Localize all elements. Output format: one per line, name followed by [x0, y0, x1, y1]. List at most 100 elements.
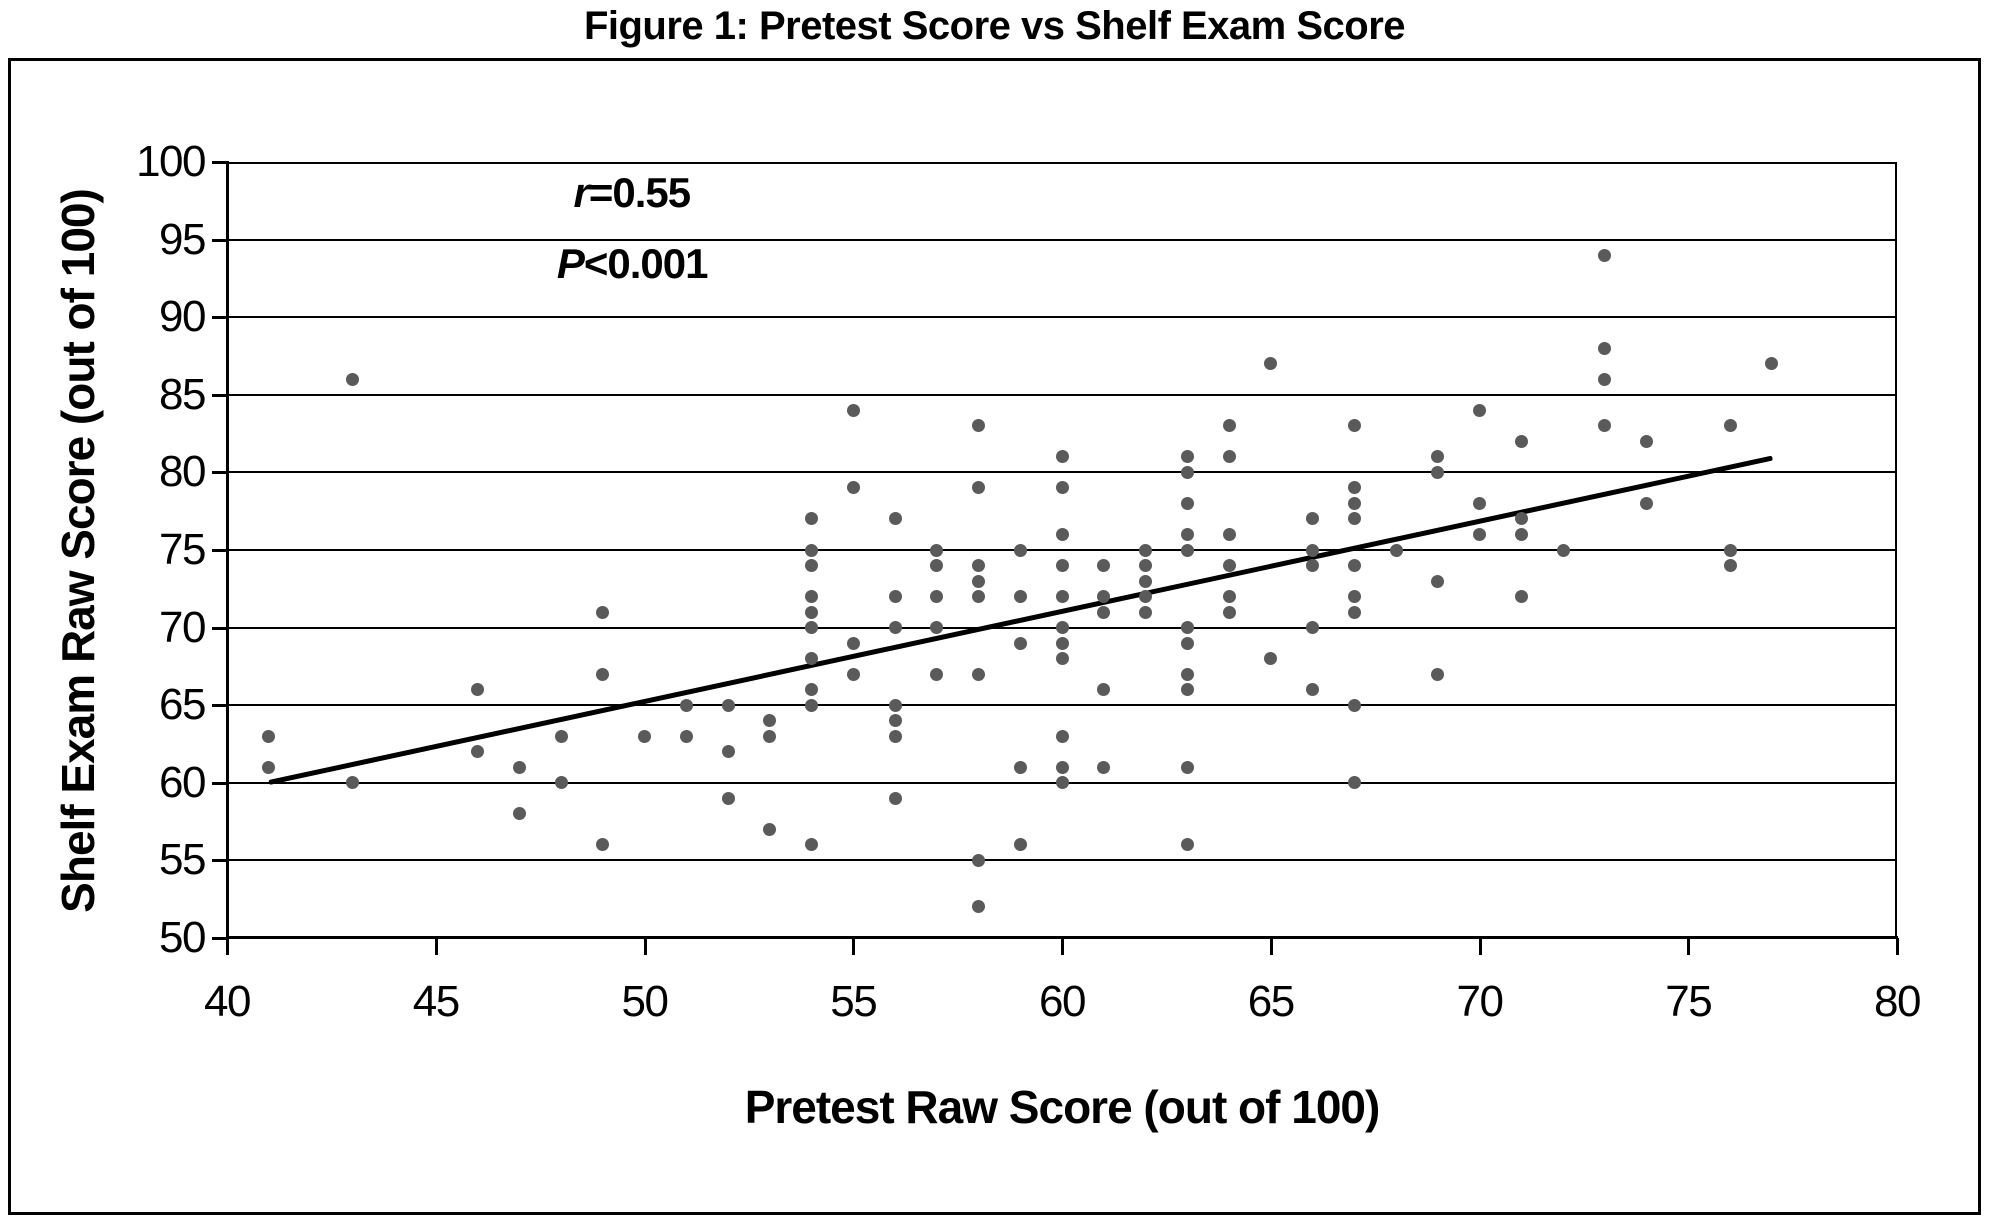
data-point: [1180, 496, 1194, 510]
data-point: [1264, 357, 1278, 371]
data-point: [846, 667, 860, 681]
x-tick-label: 50: [621, 977, 669, 1026]
x-tick-label: 40: [204, 977, 251, 1026]
data-point: [1306, 621, 1319, 635]
data-point: [638, 729, 651, 743]
data-point: [596, 667, 610, 681]
data-point: [1347, 590, 1361, 604]
x-tick-label: 80: [1874, 977, 1921, 1026]
annotation-p-value: P<0.001: [556, 239, 709, 288]
data-point: [1556, 543, 1570, 557]
data-point: [972, 667, 985, 681]
data-point: [345, 372, 359, 386]
data-point: [1389, 543, 1403, 557]
data-point: [1222, 450, 1236, 464]
data-point: [763, 822, 777, 836]
x-tick-label: 45: [412, 977, 460, 1026]
data-point: [1055, 776, 1069, 790]
x-tick-label: 70: [1456, 977, 1504, 1026]
data-point: [721, 698, 735, 712]
x-tick-label: 60: [1039, 977, 1086, 1026]
data-point: [805, 683, 818, 697]
y-tick: [212, 704, 229, 708]
y-tick-label: 90: [159, 292, 206, 342]
y-gridline: [227, 549, 1897, 551]
data-point: [1514, 512, 1528, 526]
data-point: [471, 683, 484, 697]
data-point: [1347, 776, 1361, 790]
y-gridline: [227, 859, 1897, 862]
data-point: [1347, 419, 1361, 433]
data-point: [1306, 559, 1319, 573]
data-point: [930, 559, 944, 573]
data-point: [1514, 434, 1528, 448]
annotation-italic-letter: r: [573, 168, 590, 216]
data-point: [596, 605, 610, 619]
data-point: [512, 807, 526, 821]
data-point: [888, 698, 902, 712]
data-point: [1431, 574, 1445, 588]
data-point: [805, 838, 818, 852]
data-point: [805, 543, 818, 557]
data-point: [1723, 419, 1737, 433]
annotation-value: =0.55: [588, 168, 691, 216]
data-point: [1139, 543, 1152, 557]
data-point: [763, 729, 777, 743]
data-point: [1055, 652, 1069, 666]
data-point: [1097, 683, 1111, 697]
data-point: [1097, 590, 1111, 604]
data-point: [930, 667, 944, 681]
data-point: [1640, 434, 1653, 448]
y-gridline: [227, 704, 1897, 707]
data-point: [1431, 465, 1445, 479]
x-axis-title: Pretest Raw Score (out of 100): [744, 1081, 1381, 1133]
y-tick: [212, 549, 229, 552]
y-tick-label: 100: [136, 137, 206, 186]
data-point: [1013, 760, 1027, 774]
data-point: [972, 590, 985, 604]
data-point: [345, 776, 359, 790]
data-point: [1139, 605, 1152, 619]
data-point: [1306, 543, 1319, 557]
data-point: [1180, 450, 1194, 464]
data-point: [1222, 559, 1236, 573]
y-tick-label: 80: [159, 447, 206, 497]
data-point: [1222, 605, 1236, 619]
y-tick: [212, 859, 229, 863]
data-point: [1055, 636, 1069, 650]
data-point: [1431, 450, 1445, 464]
y-tick: [212, 393, 229, 397]
data-point: [972, 853, 985, 867]
data-point: [972, 559, 985, 573]
data-point: [1306, 512, 1319, 526]
y-tick: [212, 626, 229, 630]
data-point: [1013, 590, 1027, 604]
data-point: [1264, 652, 1278, 666]
data-point: [846, 636, 860, 650]
data-point: [1055, 481, 1069, 495]
data-point: [888, 791, 902, 805]
data-point: [679, 729, 693, 743]
data-point: [888, 512, 902, 526]
y-tick: [212, 161, 229, 164]
data-point: [1723, 559, 1737, 573]
y-gridline: [227, 238, 1897, 241]
data-point: [1347, 559, 1361, 573]
data-point: [1055, 760, 1069, 774]
data-point: [805, 605, 818, 619]
x-tick-label: 75: [1665, 977, 1712, 1026]
data-point: [1473, 527, 1486, 541]
y-tick-label: 75: [159, 525, 206, 574]
figure-border: [8, 58, 1981, 1215]
x-tick: [1269, 938, 1273, 955]
annotation-italic-letter: P: [556, 239, 585, 287]
data-point: [1473, 496, 1486, 510]
x-tick: [643, 938, 647, 955]
data-point: [972, 419, 985, 433]
y-tick-label: 70: [159, 602, 206, 652]
data-point: [1640, 496, 1653, 510]
x-tick: [1687, 938, 1691, 955]
data-point: [763, 714, 777, 728]
data-point: [805, 652, 818, 666]
